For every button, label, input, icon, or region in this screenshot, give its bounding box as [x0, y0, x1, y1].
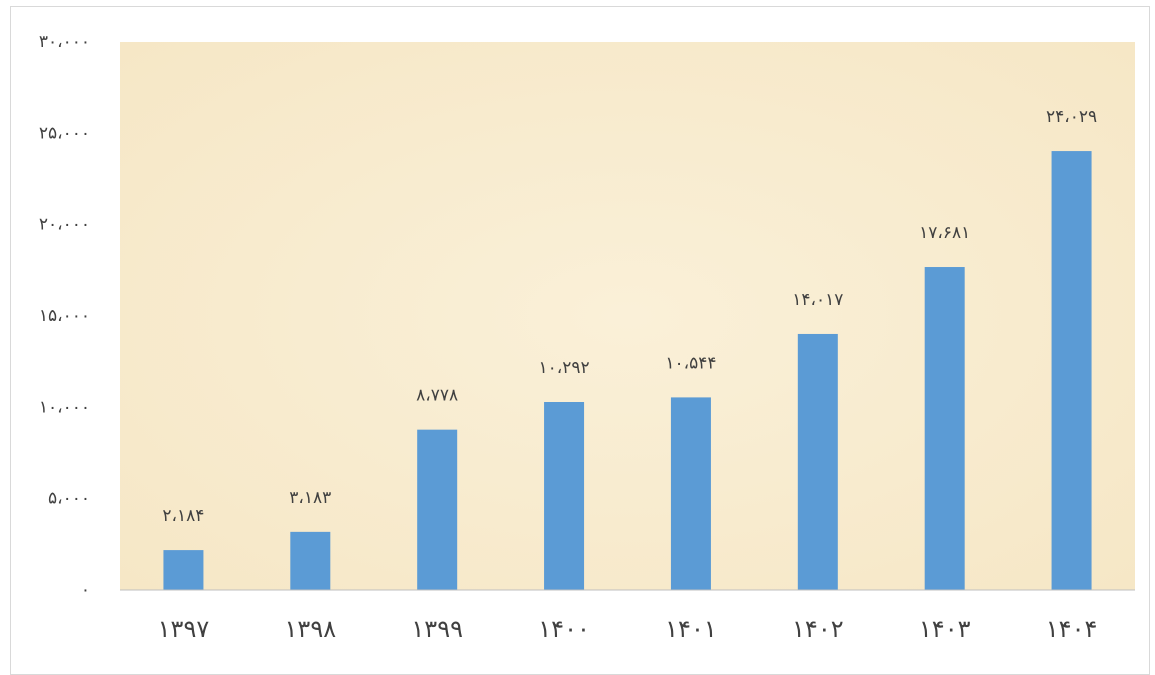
value-label: ۱۰،۵۴۴: [665, 353, 716, 373]
y-tick-label: ۱۰،۰۰۰: [39, 397, 90, 417]
value-label: ۱۴،۰۱۷: [792, 290, 843, 310]
y-tick-label: ۲۵،۰۰۰: [39, 123, 90, 143]
y-tick-label: ۰: [81, 580, 90, 600]
x-tick-label: ۱۳۹۸: [285, 615, 337, 643]
value-label: ۱۷،۶۸۱: [919, 223, 970, 243]
bar: [163, 550, 204, 590]
x-tick-label: ۱۴۰۴: [1046, 615, 1098, 643]
plot-area: [120, 42, 1135, 590]
x-tick-label: ۱۳۹۷: [158, 615, 210, 643]
value-label: ۱۰،۲۹۲: [538, 358, 589, 378]
x-tick-label: ۱۴۰۱: [665, 615, 717, 643]
bar: [544, 401, 585, 590]
value-label: ۲،۱۸۴: [162, 506, 204, 526]
y-tick-label: ۵،۰۰۰: [48, 489, 90, 509]
value-label: ۳،۱۸۳: [289, 488, 331, 508]
bar: [797, 333, 838, 590]
value-label: ۲۴،۰۲۹: [1046, 107, 1097, 127]
bar: [417, 429, 458, 590]
x-tick-label: ۱۴۰۳: [919, 615, 971, 643]
x-tick-label: ۱۴۰۰: [538, 615, 590, 643]
y-tick-label: ۳۰،۰۰۰: [39, 32, 90, 52]
bar: [1051, 151, 1092, 591]
x-tick-label: ۱۳۹۹: [411, 615, 463, 643]
bar: [290, 531, 331, 590]
x-tick-label: ۱۴۰۲: [792, 615, 844, 643]
y-tick-label: ۲۰،۰۰۰: [39, 215, 90, 235]
bar: [670, 397, 711, 590]
y-tick-label: ۱۵،۰۰۰: [39, 306, 90, 326]
bar: [924, 267, 965, 590]
value-label: ۸،۷۷۸: [416, 386, 458, 406]
